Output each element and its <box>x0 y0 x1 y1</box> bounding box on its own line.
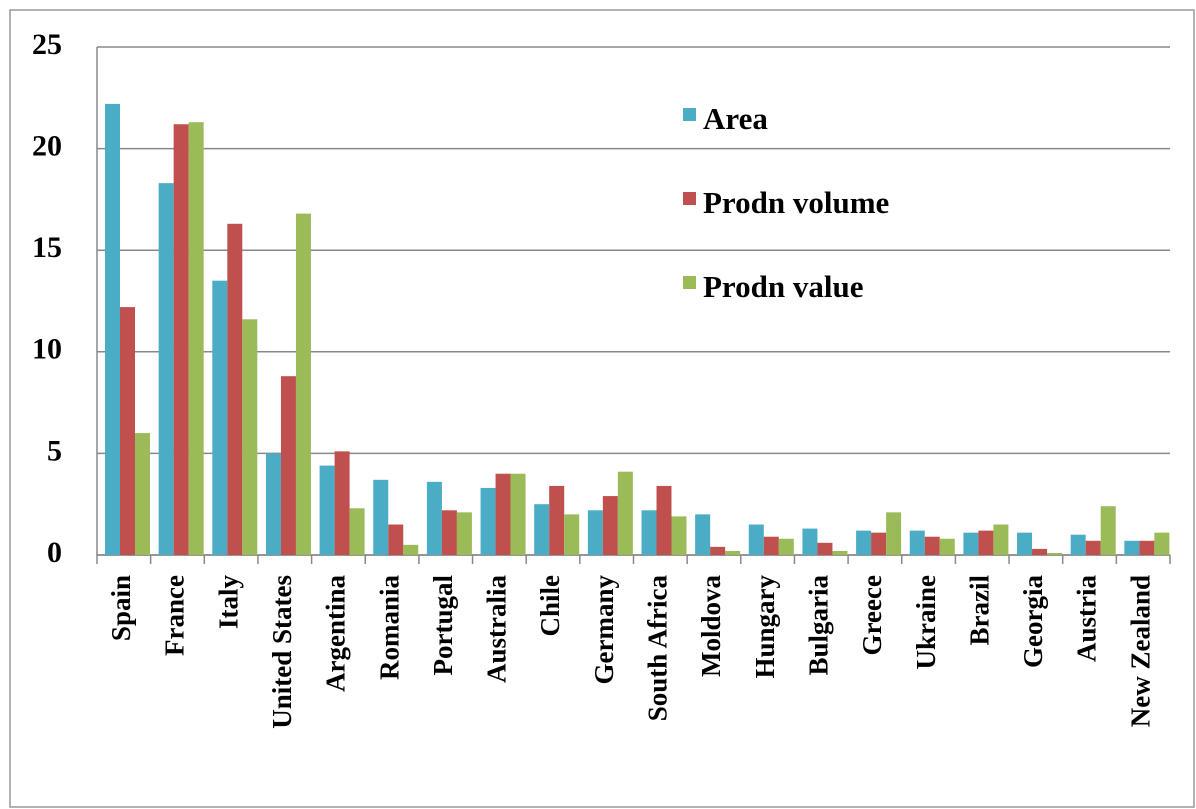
y-tick-label: 0 <box>47 536 62 569</box>
bar <box>319 465 335 555</box>
bar <box>242 319 258 555</box>
x-tick-label: Germany <box>589 575 619 685</box>
bar <box>1124 540 1140 555</box>
bar <box>549 485 565 555</box>
y-tick-label: 5 <box>47 434 62 467</box>
bar <box>441 510 457 555</box>
legend-label: Area <box>703 101 768 136</box>
bar <box>1154 532 1170 555</box>
bar <box>802 528 818 555</box>
bar <box>212 280 228 555</box>
bar <box>135 433 150 555</box>
bar <box>188 122 204 556</box>
bar <box>1100 506 1116 555</box>
x-tick-label: Argentina <box>321 575 351 692</box>
bar <box>710 546 726 555</box>
bar <box>534 504 550 555</box>
bar <box>617 471 633 555</box>
y-tick-label: 25 <box>32 28 62 61</box>
x-tick-label: Bulgaria <box>803 575 833 676</box>
bar <box>1032 548 1048 555</box>
x-tick-label: Chile <box>535 575 565 637</box>
x-tick-label: France <box>160 575 190 656</box>
bar <box>295 213 311 555</box>
x-tick-label: Romania <box>374 575 404 681</box>
x-tick-label: Brazil <box>964 575 994 646</box>
bar <box>403 544 419 555</box>
bar <box>1139 540 1155 555</box>
bar <box>978 530 994 555</box>
bar <box>1085 540 1101 555</box>
bar <box>1070 534 1086 555</box>
bar <box>748 524 764 555</box>
x-tick-label: Italy <box>213 575 243 630</box>
x-tick-label: Spain <box>106 575 136 641</box>
x-tick-label: Greece <box>857 575 887 655</box>
x-tick-label: South Africa <box>643 575 673 722</box>
bar <box>656 485 672 555</box>
legend-label: Prodn value <box>703 269 863 304</box>
bar <box>426 481 442 555</box>
x-tick-label: Georgia <box>1018 575 1048 668</box>
x-tick-label: New Zealand <box>1125 575 1155 727</box>
bar <box>388 524 404 555</box>
bar <box>924 536 940 555</box>
x-tick-label: Australia <box>482 575 512 684</box>
bar <box>993 524 1009 555</box>
bar <box>265 453 281 555</box>
bar <box>373 479 389 555</box>
bar <box>963 532 979 555</box>
bar <box>120 307 135 555</box>
bar <box>334 451 350 555</box>
bar <box>725 550 741 555</box>
bar <box>671 516 687 555</box>
bar <box>886 512 902 555</box>
bar <box>602 496 618 555</box>
x-tick-label: Ukraine <box>911 575 941 670</box>
x-tick-label: United States <box>267 575 297 729</box>
bar <box>158 183 174 556</box>
bar <box>1017 532 1033 555</box>
bar <box>939 538 955 555</box>
x-tick-label: Portugal <box>428 575 458 676</box>
bar <box>349 508 365 555</box>
bar <box>1047 552 1063 555</box>
bar <box>495 473 511 555</box>
bar <box>510 473 526 555</box>
bar <box>173 124 189 555</box>
legend-label: Prodn volume <box>703 185 889 220</box>
bar <box>763 536 779 555</box>
y-tick-label: 15 <box>32 231 62 264</box>
bar <box>480 487 496 555</box>
bar <box>280 376 296 555</box>
legend-swatch <box>683 192 696 205</box>
x-tick-label: Austria <box>1072 575 1102 662</box>
bar <box>778 538 794 555</box>
bar <box>695 514 711 555</box>
legend-swatch <box>683 108 696 121</box>
x-tick-label: Moldova <box>696 575 726 678</box>
y-tick-label: 10 <box>32 333 62 366</box>
bar <box>456 512 472 555</box>
bar <box>641 510 657 555</box>
y-tick-label: 20 <box>32 129 62 162</box>
bar <box>832 550 848 555</box>
bar <box>227 223 243 555</box>
bar <box>856 530 872 555</box>
bar <box>105 103 120 556</box>
bar <box>564 514 580 555</box>
legend-swatch <box>683 276 696 289</box>
chart-frame <box>9 9 1195 808</box>
bar <box>909 530 925 555</box>
x-tick-label: Hungary <box>750 575 780 679</box>
bar <box>587 510 603 555</box>
bar <box>871 532 887 555</box>
bar <box>817 542 833 555</box>
